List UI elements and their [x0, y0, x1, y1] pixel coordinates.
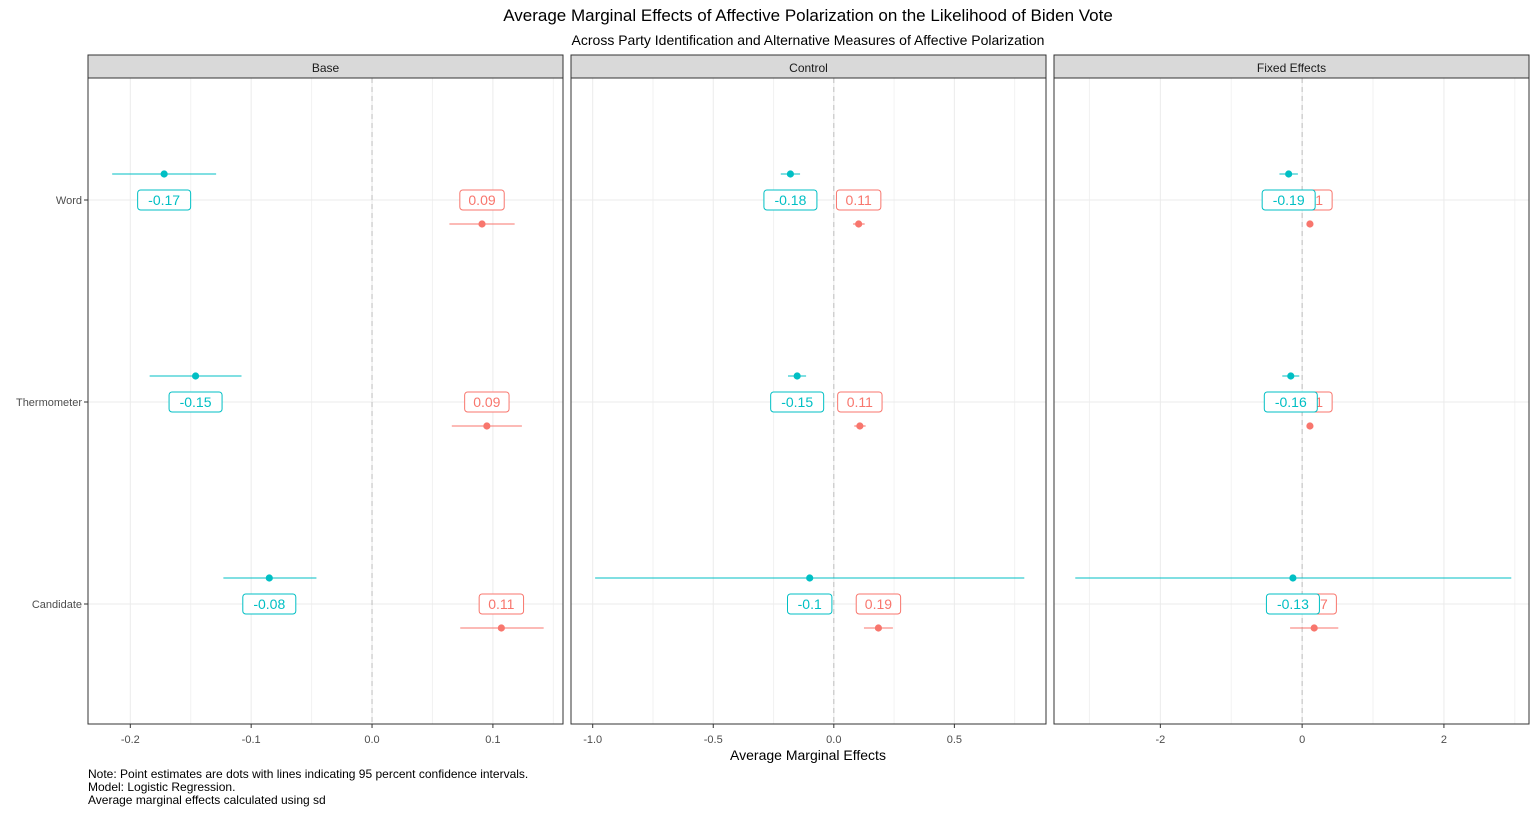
point-estimate: [856, 422, 864, 430]
point-estimate: [265, 574, 273, 582]
y-tick-label: Candidate: [32, 599, 82, 611]
point-estimate: [1306, 220, 1314, 228]
facet-strip-label: Control: [789, 61, 828, 75]
y-tick-label: Thermometer: [16, 397, 82, 409]
x-tick-label: 0: [1299, 734, 1305, 746]
x-tick-label: -0.5: [704, 734, 723, 746]
chart-subtitle: Across Party Identification and Alternat…: [571, 32, 1045, 48]
facet-strip-label: Fixed Effects: [1257, 61, 1326, 75]
point-estimate: [497, 624, 505, 632]
data-label: -0.19: [1273, 192, 1305, 208]
x-tick-label: 0.5: [947, 734, 962, 746]
data-label-box: [835, 189, 882, 211]
data-label: -0.15: [781, 394, 813, 410]
panel-control: Control 0.11 0.11 0.19 -0.18 -0.15 -0.1 -1.0 -0.…: [570, 54, 1047, 746]
point-estimate: [1289, 574, 1297, 582]
data-label-box: [478, 593, 525, 615]
panel-fixed-effects: Fixed Effects0.110.110.17-0.19-0.16-0.13…: [1053, 54, 1530, 746]
data-label: -0.08: [253, 596, 285, 612]
chart-caption: Note: Point estimates are dots with line…: [88, 768, 528, 807]
data-label-box: [855, 593, 902, 615]
point-estimate: [478, 220, 486, 228]
x-tick-label: -1.0: [583, 734, 602, 746]
data-label: 0.11: [846, 192, 872, 208]
data-label: 0.19: [865, 596, 892, 612]
data-label: -0.13: [1277, 596, 1309, 612]
caption-model: Model: Logistic Regression.: [88, 780, 236, 794]
data-label-box: [837, 391, 883, 413]
x-tick-label: 0.0: [364, 734, 379, 746]
caption-method: Average marginal effects calculated usin…: [88, 793, 326, 807]
data-label-box: [763, 189, 818, 211]
data-label-box: [137, 189, 192, 211]
point-estimate: [786, 170, 795, 178]
point-estimate: [793, 372, 801, 380]
data-label: 0.11: [488, 596, 514, 612]
panel-border: [87, 77, 564, 725]
x-tick-label: -0.1: [242, 734, 261, 746]
point-estimate: [1285, 170, 1293, 178]
point-estimate: [1287, 372, 1295, 380]
data-label: -0.17: [148, 192, 180, 208]
x-tick-label: 0.1: [485, 734, 500, 746]
data-label: 0.09: [473, 394, 500, 410]
data-label-box: [464, 391, 510, 413]
point-estimate: [160, 170, 168, 178]
data-label-box: [1261, 189, 1316, 211]
point-estimate: [483, 422, 491, 430]
data-label-box: [787, 593, 833, 615]
y-tick-label: Word: [56, 195, 82, 207]
point-estimate: [874, 624, 883, 632]
data-label: -0.18: [774, 192, 806, 208]
point-estimate: [806, 574, 814, 582]
panel-border: [1053, 77, 1530, 725]
panel-base: Base 0.09 0.09 0.11 -0.17 -0.15 -0.08 -0.2 -0.1 0…: [87, 54, 564, 746]
y-axis: Word Thermometer Candidate: [16, 195, 88, 611]
panel-border: [570, 77, 1047, 725]
point-estimate: [855, 220, 863, 228]
data-label-box: [1263, 391, 1318, 413]
facet-strip-label: Base: [312, 61, 340, 75]
data-label: -0.15: [180, 394, 212, 410]
x-axis-title: Average Marginal Effects: [730, 747, 886, 763]
chart-title: Average Marginal Effects of Affective Po…: [503, 6, 1113, 25]
data-label: -0.1: [798, 596, 822, 612]
point-estimate: [191, 372, 200, 380]
x-tick-label: 0.0: [826, 734, 841, 746]
point-estimate: [1306, 422, 1314, 430]
data-label-box: [168, 391, 223, 413]
x-tick-label: 2: [1441, 734, 1447, 746]
x-tick-label: -2: [1155, 734, 1165, 746]
data-label: 0.09: [468, 192, 495, 208]
data-label: -0.16: [1275, 394, 1307, 410]
point-estimate: [1310, 624, 1318, 632]
data-label-box: [1265, 593, 1320, 615]
data-label-box: [770, 391, 825, 413]
data-label-box: [459, 189, 505, 211]
caption-note: Note: Point estimates are dots with line…: [88, 767, 529, 781]
x-tick-label: -0.2: [121, 734, 140, 746]
data-label: 0.11: [847, 394, 873, 410]
data-label-box: [242, 593, 297, 615]
